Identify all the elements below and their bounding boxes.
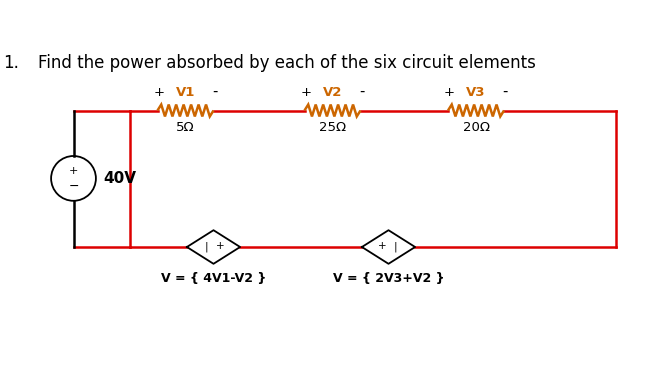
Text: +: + <box>444 86 455 99</box>
Text: |: | <box>205 241 208 252</box>
Text: V = { 2V3+V2 }: V = { 2V3+V2 } <box>333 272 444 285</box>
Text: Find the power absorbed by each of the six circuit elements: Find the power absorbed by each of the s… <box>38 54 536 72</box>
Text: V = { 4V1-V2 }: V = { 4V1-V2 } <box>161 272 266 285</box>
Text: +: + <box>300 86 311 99</box>
Text: +: + <box>378 241 386 251</box>
Text: 5Ω: 5Ω <box>176 121 195 134</box>
Text: |: | <box>394 241 397 252</box>
Text: -: - <box>360 84 365 99</box>
Text: +: + <box>153 86 165 99</box>
Text: 40V: 40V <box>103 171 136 186</box>
Text: V3: V3 <box>466 86 486 99</box>
Text: −: − <box>69 180 79 192</box>
Text: -: - <box>503 84 508 99</box>
Text: -: - <box>212 84 218 99</box>
Text: V1: V1 <box>176 86 195 99</box>
Text: +: + <box>69 166 78 176</box>
Text: +: + <box>216 241 224 251</box>
Text: V2: V2 <box>323 86 342 99</box>
Text: 20Ω: 20Ω <box>462 121 489 134</box>
Text: 25Ω: 25Ω <box>319 121 346 134</box>
Text: 1.: 1. <box>3 54 19 72</box>
